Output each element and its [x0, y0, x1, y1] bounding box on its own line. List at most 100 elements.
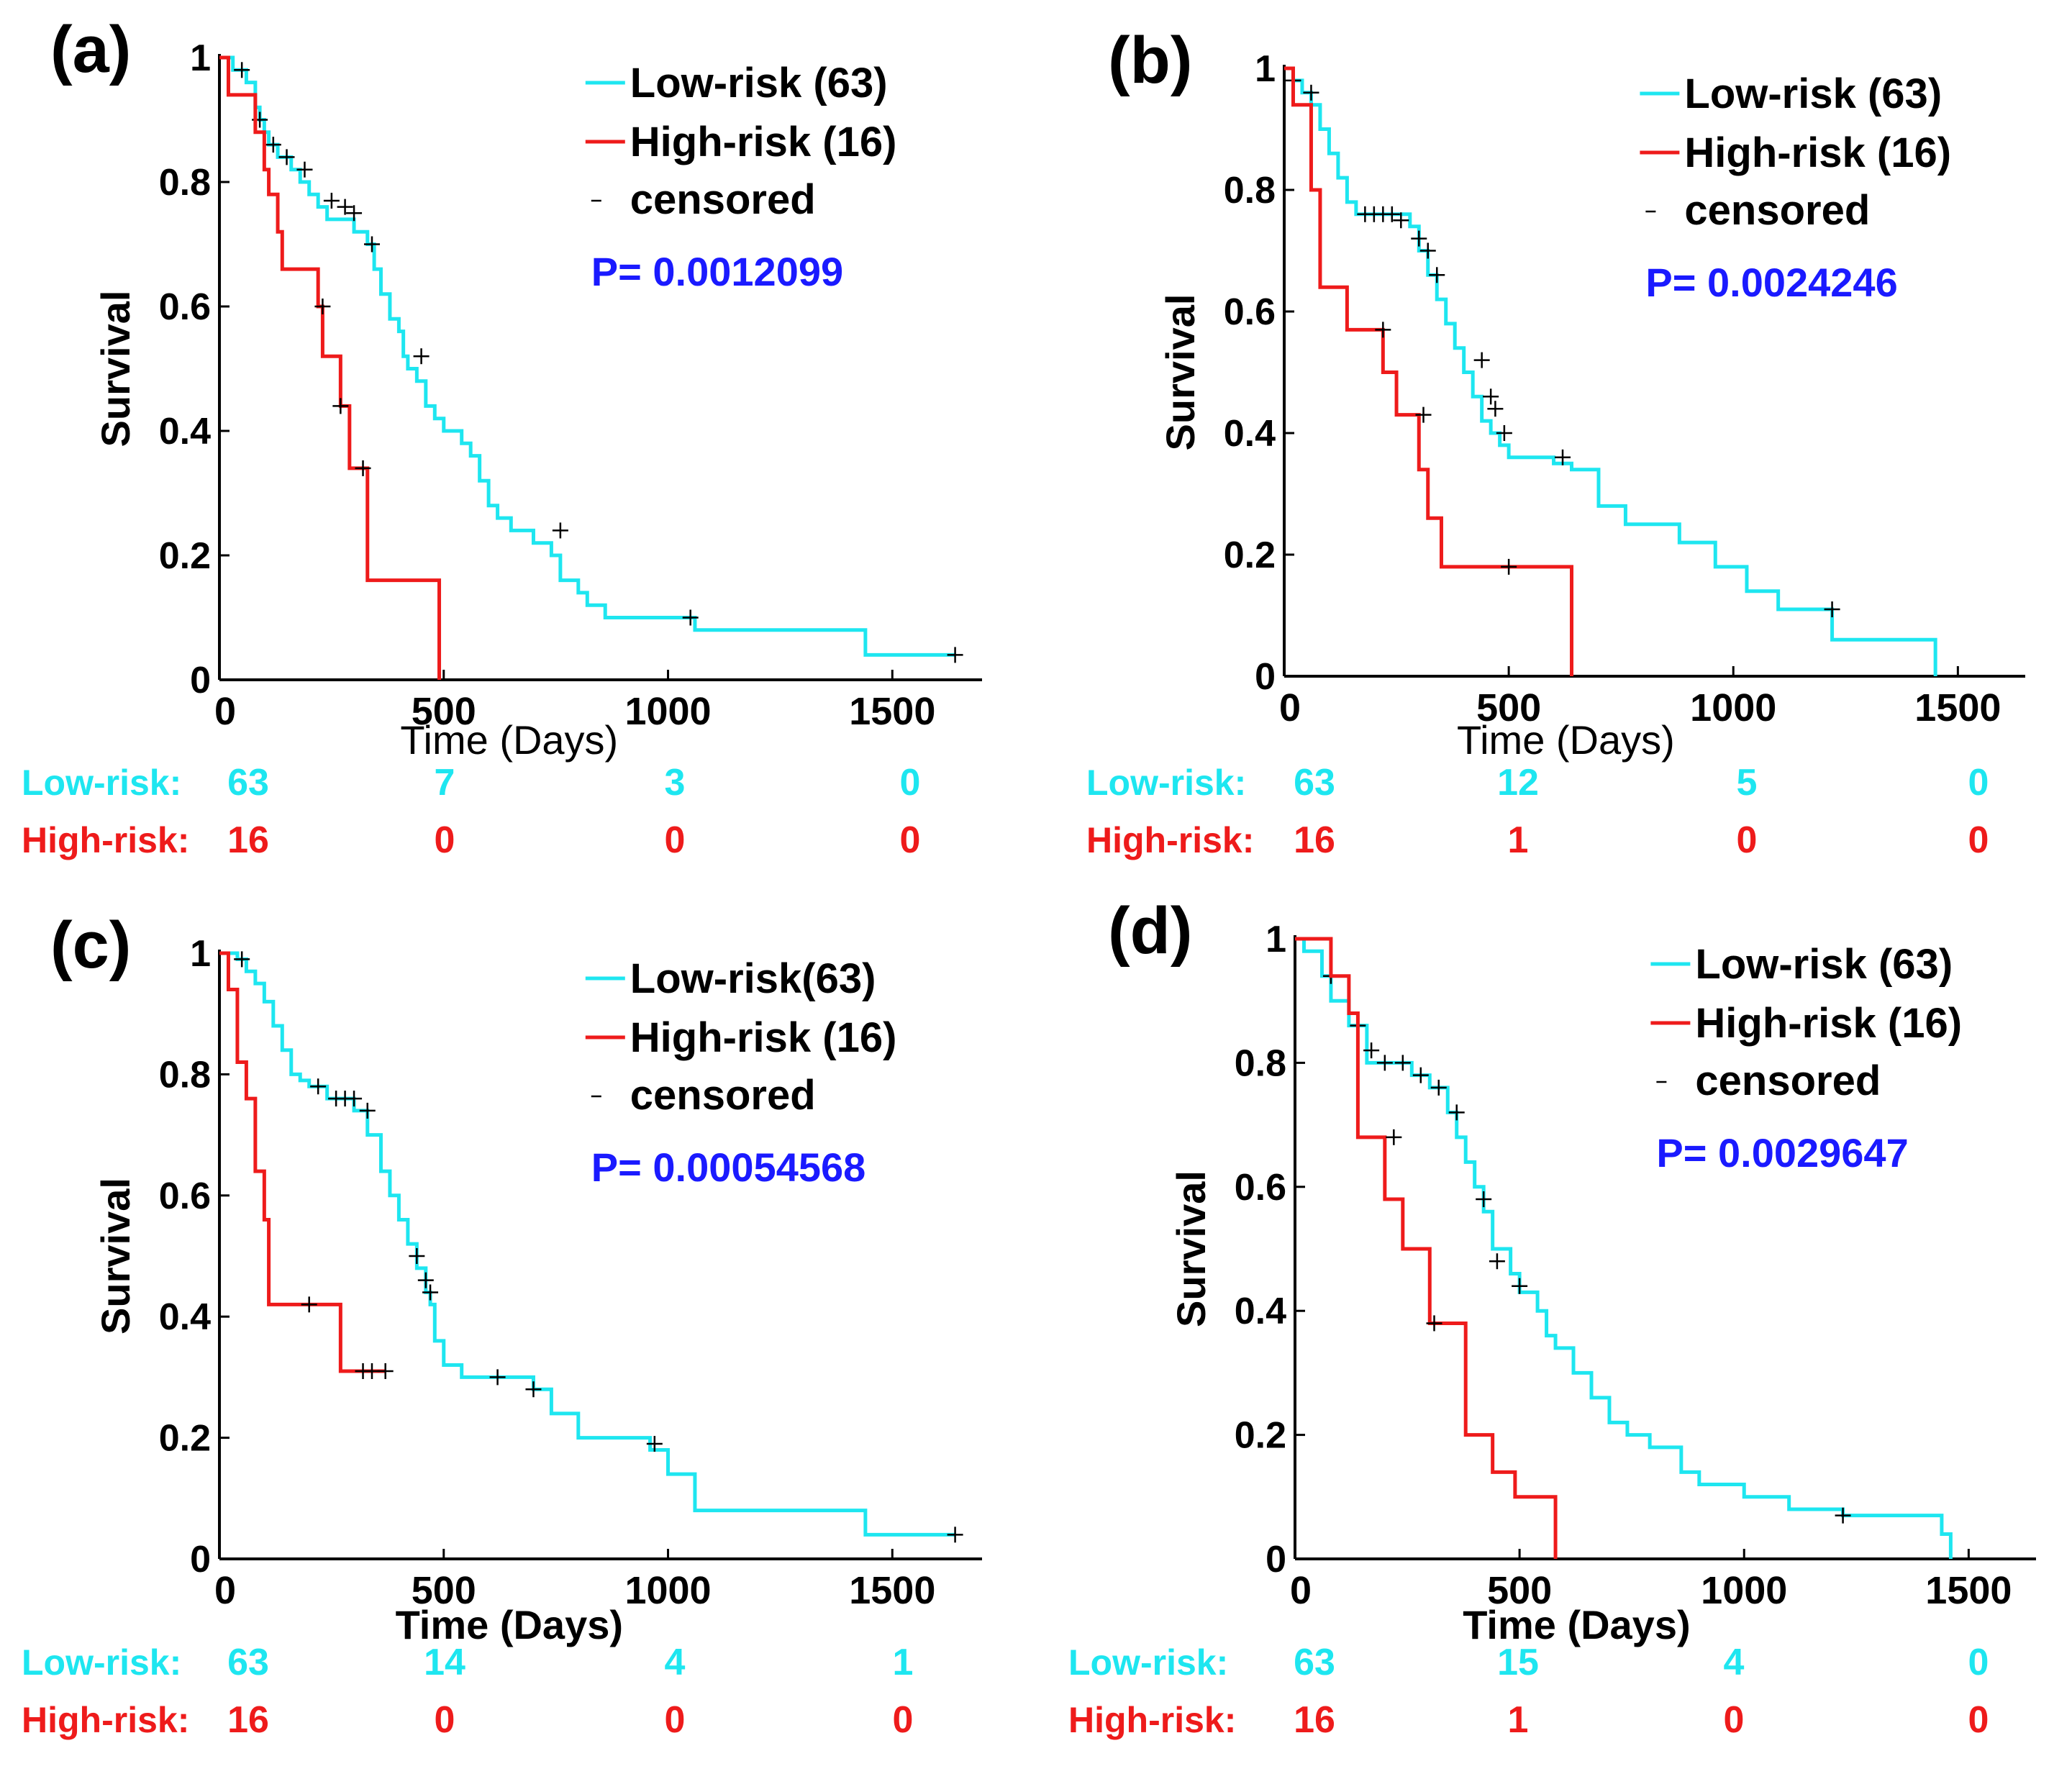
x-axis-label: Time (Days): [396, 1602, 623, 1647]
x-tick-label: 1000: [624, 1569, 711, 1612]
risk-label-low: Low-risk:: [1068, 1642, 1228, 1683]
risk-label-low: Low-risk:: [22, 1642, 181, 1683]
panel-label: (d): [1108, 894, 1192, 968]
censor-mark-low: [1303, 84, 1319, 101]
censor-mark-low: [278, 149, 295, 165]
y-axis-label: Survival: [93, 1178, 138, 1334]
censor-mark-low: [1383, 206, 1400, 222]
censor-mark-low: [1489, 1253, 1505, 1270]
censor-mark-low: [234, 951, 250, 968]
risk-count-high: 0: [435, 1699, 455, 1741]
y-tick-label: 0.8: [1224, 170, 1276, 211]
risk-count-low: 4: [1724, 1642, 1745, 1683]
censor-mark-low: [359, 1102, 376, 1119]
censor-mark-low: [1483, 388, 1499, 405]
risk-count-low: 63: [1294, 1642, 1335, 1683]
y-tick-label: 0: [190, 1539, 211, 1580]
y-tick-label: 0.4: [1235, 1291, 1286, 1332]
risk-count-high: 16: [1294, 1699, 1335, 1741]
y-tick-label: 1: [1266, 919, 1286, 960]
p-value: P= 0.0024246: [1645, 260, 1897, 305]
x-tick-label: 500: [1476, 686, 1541, 729]
risk-label-high: High-risk:: [22, 1700, 189, 1740]
risk-count-high: 0: [900, 819, 921, 861]
censor-mark-high: [301, 1296, 317, 1313]
y-axis-label: Survival: [1158, 294, 1203, 451]
censor-mark-low: [346, 205, 363, 222]
censor-mark-low: [417, 1272, 434, 1288]
censor-mark-low: [1512, 1278, 1528, 1294]
y-tick-label: 0.6: [159, 286, 211, 328]
censor-mark-low: [1429, 267, 1445, 283]
censor-mark-low: [646, 1436, 663, 1452]
censor-mark-low: [489, 1369, 506, 1386]
risk-count-low: 1: [893, 1642, 914, 1683]
censor-mark-low: [1363, 1042, 1380, 1059]
y-tick-label: 1: [190, 933, 211, 975]
y-axis-label: Survival: [93, 291, 138, 447]
legend-censored-label: censored: [1695, 1057, 1881, 1104]
y-tick-label: 0: [190, 660, 211, 701]
y-tick-label: 0: [1266, 1539, 1286, 1580]
censor-mark-low: [1476, 1191, 1492, 1208]
risk-count-low: 0: [1968, 1642, 1989, 1683]
y-tick-label: 0.8: [159, 1054, 211, 1096]
x-tick-label: 500: [412, 690, 476, 733]
series-line-high: [219, 55, 442, 680]
p-value: P= 0.00054568: [591, 1145, 865, 1190]
legend-high-label: High-risk (16): [630, 1014, 897, 1061]
censor-mark-low: [323, 192, 340, 209]
censor-mark-high: [355, 460, 371, 476]
legend-high-label: High-risk (16): [1695, 1000, 1962, 1047]
y-tick-label: 0.4: [159, 1296, 211, 1338]
censor-mark-low: [1448, 1104, 1465, 1121]
censor-mark-low: [1394, 1055, 1411, 1071]
series-line-low: [219, 951, 955, 1537]
risk-count-low: 5: [1737, 762, 1758, 804]
x-tick-label: 500: [1487, 1569, 1552, 1612]
legend-low-label: Low-risk (63): [1695, 941, 1953, 988]
legend-censored-label: censored: [1684, 187, 1870, 234]
censor-mark-low: [682, 609, 699, 626]
risk-count-low: 63: [227, 762, 269, 804]
censor-mark-low: [310, 1078, 327, 1095]
censor-mark-low: [346, 1091, 363, 1107]
series-line-high: [1284, 66, 1574, 676]
p-value: P= 0.0029647: [1656, 1130, 1908, 1175]
censor-mark-low: [413, 348, 430, 365]
censor-mark-high: [332, 398, 349, 414]
risk-count-high: 16: [1294, 819, 1335, 861]
panel-d: (d)00.20.40.60.810 500 1000 1500SurvivalTim…: [1068, 894, 2036, 1741]
legend-censored-label: censored: [630, 176, 816, 223]
censor-mark-low: [947, 647, 963, 663]
panel-label: (c): [50, 909, 131, 982]
risk-count-high: 0: [1724, 1699, 1745, 1741]
risk-count-low: 0: [900, 762, 921, 804]
risk-count-high: 0: [435, 819, 455, 861]
censor-mark-low: [1824, 601, 1840, 618]
censor-mark-low: [525, 1381, 542, 1398]
y-tick-label: 0.8: [1235, 1042, 1286, 1084]
panel-label: (a): [50, 13, 131, 86]
censor-mark-high: [1415, 406, 1432, 423]
x-tick-label: 1000: [1701, 1569, 1787, 1612]
y-tick-label: 0.2: [1224, 535, 1276, 576]
censor-mark-low: [1430, 1079, 1447, 1096]
censor-mark-high: [377, 1363, 394, 1379]
risk-count-low: 7: [435, 762, 455, 804]
panel-a: (a) 0 0.2 0.4 0.6 0.8 1 0 500 1000 1500 Survival Tim…: [22, 13, 982, 861]
x-tick-label: 1500: [1925, 1569, 2012, 1612]
censor-mark-low: [422, 1284, 439, 1301]
y-tick-label: 1: [1255, 48, 1276, 90]
panel-c: (c)00.20.40.60.810 500 1000 1500SurvivalTim…: [22, 909, 982, 1741]
risk-count-high: 16: [227, 819, 269, 861]
y-axis-label: Survival: [1168, 1170, 1214, 1327]
censor-mark-low: [1555, 449, 1571, 465]
censor-mark-low: [265, 137, 281, 153]
y-tick-label: 1: [190, 37, 211, 79]
risk-label-high: High-risk:: [1086, 820, 1254, 860]
x-tick-label: 1000: [624, 690, 711, 733]
risk-count-high: 1: [1508, 1699, 1529, 1741]
y-tick-label: 0.4: [1224, 413, 1276, 455]
